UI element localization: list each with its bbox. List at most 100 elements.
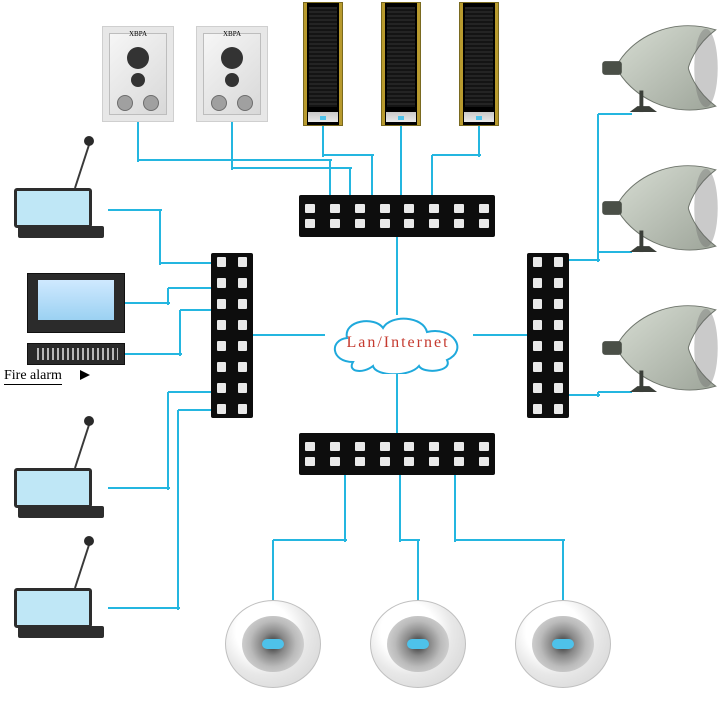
wire [597, 114, 599, 262]
wire [108, 607, 180, 609]
switch-port [217, 362, 226, 372]
switch-port [238, 257, 247, 267]
switch-port [305, 457, 315, 466]
cloud-label: Lan/Internet [323, 312, 473, 374]
wire [159, 210, 161, 265]
switch-port [533, 362, 542, 372]
wire [323, 154, 374, 156]
wire [168, 287, 212, 289]
wire [167, 288, 169, 305]
wire [138, 159, 332, 161]
switch-port [429, 204, 439, 213]
switch-port [533, 320, 542, 330]
switch-port [380, 457, 390, 466]
switch-port [355, 442, 365, 451]
fire-alarm-label: Fire alarm [4, 368, 62, 385]
intercom-panel: XBPA [196, 26, 268, 122]
wire [569, 394, 600, 396]
switch-port [330, 457, 340, 466]
wire [137, 122, 139, 162]
wire [371, 155, 373, 197]
switch-port [238, 320, 247, 330]
switch-port [454, 457, 464, 466]
fire-alarm-unit [27, 343, 125, 365]
horn-speaker [600, 302, 718, 394]
wire [180, 309, 212, 311]
switch-port [554, 341, 563, 351]
wire [396, 373, 398, 435]
wire [399, 475, 401, 542]
switch-port [533, 341, 542, 351]
wire [329, 160, 331, 197]
switch-port [238, 341, 247, 351]
wire [253, 334, 325, 336]
ceiling-speaker [515, 600, 611, 688]
wire [400, 539, 420, 541]
switch-port [305, 204, 315, 213]
switch-port [238, 299, 247, 309]
intercom-tag: XBPA [197, 30, 267, 38]
wire [473, 334, 529, 336]
switch-port [355, 457, 365, 466]
switch-port [454, 204, 464, 213]
paging-console [14, 170, 108, 240]
diagram-stage: Lan/Internet XBPA XBPA [0, 0, 720, 717]
wire [125, 302, 170, 304]
switch-port [380, 442, 390, 451]
wire [177, 410, 179, 610]
wire [344, 475, 346, 542]
wire [167, 392, 169, 490]
switch-port [554, 299, 563, 309]
switch-port [217, 383, 226, 393]
switch-port [217, 341, 226, 351]
wire [168, 391, 212, 393]
switch-port [554, 257, 563, 267]
switch-port [404, 442, 414, 451]
switch-port [429, 219, 439, 228]
network-switch-left [211, 253, 253, 418]
switch-port [554, 362, 563, 372]
switch-port [533, 404, 542, 414]
switch-port [533, 278, 542, 288]
paging-console [14, 570, 108, 640]
wire [178, 409, 212, 411]
intercom-tag: XBPA [103, 30, 173, 38]
switch-port [238, 404, 247, 414]
switch-port [533, 299, 542, 309]
wire [396, 237, 398, 315]
wire [231, 122, 233, 170]
switch-port [454, 219, 464, 228]
wire [417, 540, 419, 602]
wire [232, 167, 352, 169]
switch-port [454, 442, 464, 451]
wire [179, 310, 181, 356]
switch-port [429, 457, 439, 466]
paging-console [14, 450, 108, 520]
wire [478, 126, 480, 157]
switch-port [533, 383, 542, 393]
switch-port [238, 383, 247, 393]
wire [455, 539, 565, 541]
rack-server [27, 273, 125, 333]
column-speaker [381, 2, 421, 126]
switch-port [380, 219, 390, 228]
wire [431, 155, 433, 197]
network-switch-bottom [299, 433, 495, 475]
switch-port [217, 278, 226, 288]
switch-port [429, 442, 439, 451]
wire [273, 539, 347, 541]
switch-port [404, 457, 414, 466]
switch-port [479, 442, 489, 451]
arrow-icon [80, 370, 90, 380]
switch-port [305, 219, 315, 228]
cloud-lan-internet: Lan/Internet [323, 312, 473, 374]
switch-port [238, 278, 247, 288]
wire [125, 353, 182, 355]
network-switch-top [299, 195, 495, 237]
wire [349, 168, 351, 197]
switch-port [330, 442, 340, 451]
ceiling-speaker [225, 600, 321, 688]
switch-port [554, 383, 563, 393]
switch-port [479, 219, 489, 228]
switch-port [554, 404, 563, 414]
